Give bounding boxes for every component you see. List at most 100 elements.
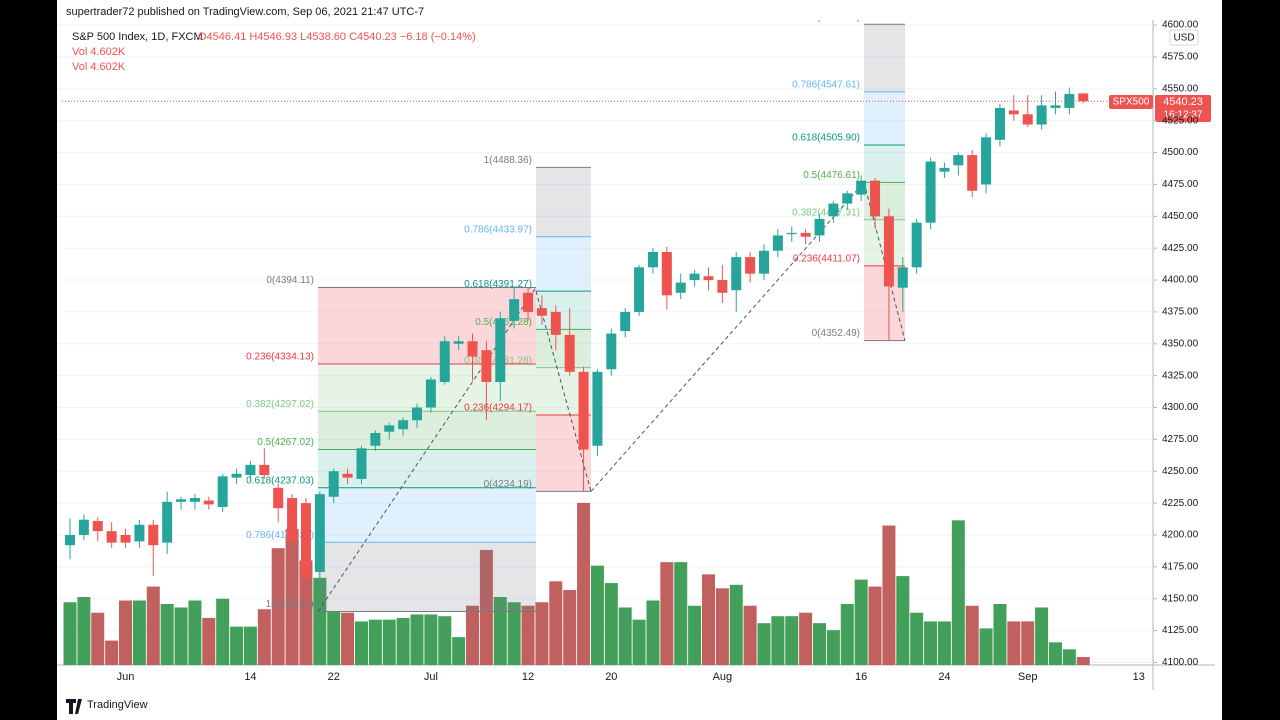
fib-band (536, 236, 591, 292)
x-tick-label: Sep (1018, 671, 1038, 683)
fib-label: 1(4488.36) (484, 155, 532, 166)
candle-body (814, 218, 825, 236)
candle-body (453, 341, 464, 344)
fib-label: 0.618(4391.27) (464, 279, 532, 290)
volume-bar (354, 621, 368, 665)
candle-body (217, 476, 228, 507)
candle-body (273, 487, 284, 509)
fib-label: 0.618(4505.90) (792, 133, 860, 144)
x-tick-label: 24 (938, 671, 950, 683)
volume-bar (146, 586, 160, 665)
candle-body (675, 282, 686, 293)
y-tick-label: 4475.00 (1162, 179, 1199, 190)
volume-bar (535, 602, 549, 665)
fib-band (318, 449, 536, 488)
y-tick-label: 4600.00 (1162, 20, 1199, 31)
currency-box (1169, 29, 1199, 46)
volume-bar (646, 600, 660, 665)
candle-body (745, 257, 756, 274)
fib-label: 0.236(4294.17) (464, 403, 532, 414)
candle-body (481, 350, 492, 383)
fib-label: 0.5(4267.02) (257, 437, 314, 448)
candle-body (925, 161, 936, 223)
x-tick-label: Jun (117, 671, 135, 683)
volume-bar (826, 630, 840, 665)
candle-body (634, 267, 645, 312)
candle-body (328, 471, 339, 497)
candle-body (689, 273, 700, 281)
fib-label: 0(4394.11) (266, 275, 314, 286)
plot: 0(4394.11) 0.236(4334.13) 0.382(4297.02) 0.… (57, 12, 1153, 665)
volume-bar (452, 637, 466, 665)
candle-body (1064, 93, 1075, 108)
volume-bar (313, 577, 327, 665)
volume-bar (368, 619, 382, 665)
volume-bar (466, 605, 480, 665)
candle-body (786, 232, 797, 235)
fib-label: 0.236(4334.13) (246, 352, 314, 363)
volume-bar (868, 586, 882, 665)
volume-bar (660, 562, 674, 665)
price-tag (1155, 95, 1211, 122)
header-bar (57, 0, 1222, 20)
x-tick-label: 16 (855, 671, 867, 683)
y-tick-label: 4425.00 (1162, 243, 1199, 254)
candle-body (148, 524, 159, 546)
candle-body (800, 232, 811, 237)
volume-bar (77, 597, 91, 665)
candle-body (189, 498, 200, 502)
fib-band (318, 542, 536, 612)
candle-body (65, 534, 75, 546)
y-tick-label: 4225.00 (1162, 498, 1199, 509)
candle-body (398, 420, 409, 430)
volume-bar (327, 610, 341, 665)
volume-bar (507, 602, 521, 665)
volume-bar (951, 520, 965, 665)
candle-body (231, 473, 242, 478)
volume-bar (174, 607, 188, 665)
candle-body (106, 531, 117, 543)
fib-band (318, 411, 536, 450)
candle-body (495, 318, 506, 383)
candle-body (1050, 105, 1061, 108)
fib-label: 0.382(4297.02) (246, 399, 314, 410)
candle-body (967, 155, 978, 191)
volume-bar (729, 584, 743, 665)
volume-bar (563, 590, 577, 665)
volume-bar (521, 605, 535, 665)
candle-body (92, 520, 103, 532)
candle-body (1036, 105, 1047, 125)
candle-body (384, 425, 395, 432)
candle-body (78, 519, 89, 535)
volume-bar (479, 549, 493, 665)
candle-body (356, 448, 367, 479)
fib-band (536, 167, 591, 237)
volume-bar (132, 600, 146, 665)
candle-body (509, 299, 520, 321)
x-tick-label: 12 (522, 671, 534, 683)
fib-label: 0(4234.19) (484, 479, 532, 490)
volume-bar (91, 612, 105, 665)
symbol-tag-text: SPX500 (1113, 97, 1150, 108)
y-tick-label: 4250.00 (1162, 466, 1199, 477)
fib-label: 1(4139.94) (266, 599, 314, 610)
candle-body (300, 503, 311, 579)
y-tick-label: 4125.00 (1162, 625, 1199, 636)
volume-bar (63, 602, 77, 665)
candle-body (647, 251, 658, 268)
volume-bar (1048, 642, 1062, 665)
candle-body (911, 222, 922, 268)
volume-bar (438, 616, 452, 665)
volume-bar (271, 548, 285, 665)
y-tick-label: 4375.00 (1162, 307, 1199, 318)
candle-body (134, 524, 145, 542)
volume-bar (188, 600, 202, 665)
fib-label: 0.236(4411.07) (793, 254, 860, 265)
y-tick-label: 4400.00 (1162, 275, 1199, 286)
volume-bar (618, 607, 632, 665)
volume-bar (285, 529, 299, 665)
fib-band (318, 487, 536, 543)
candle-body (120, 534, 131, 543)
candle-body (162, 501, 173, 543)
